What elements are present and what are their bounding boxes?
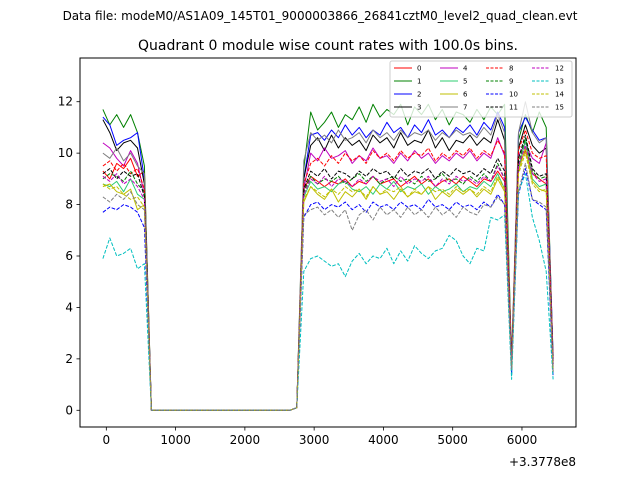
legend-label-5: 5 <box>463 78 467 86</box>
legend-label-3: 3 <box>417 104 421 112</box>
y-tick-label: 0 <box>65 403 73 417</box>
x-tick-label: 0 <box>103 433 111 447</box>
x-tick-label: 3000 <box>299 433 330 447</box>
x-tick-label: 5000 <box>437 433 468 447</box>
legend-label-13: 13 <box>555 78 564 86</box>
legend-label-4: 4 <box>463 65 468 73</box>
legend-label-14: 14 <box>555 91 564 99</box>
x-tick-label: 1000 <box>160 433 191 447</box>
legend-label-12: 12 <box>555 65 564 73</box>
x-tick-label: 2000 <box>230 433 261 447</box>
y-axis: 0 2 4 6 8 10 12 <box>58 95 80 417</box>
legend-label-0: 0 <box>417 65 421 73</box>
y-tick-label: 8 <box>65 198 73 212</box>
series-line-15 <box>102 162 554 411</box>
series-layer <box>102 101 554 411</box>
series-line-8 <box>102 129 554 411</box>
legend-label-10: 10 <box>509 91 518 99</box>
axes-frame <box>79 57 577 428</box>
legend-label-1: 1 <box>417 78 421 86</box>
y-tick-label: 6 <box>65 249 73 263</box>
y-tick-label: 4 <box>65 300 73 314</box>
y-tick-label: 12 <box>58 95 73 109</box>
legend-label-9: 9 <box>509 78 513 86</box>
x-tick-label: 6000 <box>507 433 538 447</box>
legend-label-7: 7 <box>463 104 467 112</box>
legend-label-6: 6 <box>463 91 468 99</box>
legend-frame <box>389 60 573 118</box>
plot-area <box>79 57 577 428</box>
legend-label-11: 11 <box>509 104 518 112</box>
y-tick-label: 2 <box>65 352 73 366</box>
legend-label-8: 8 <box>509 65 513 73</box>
x-offset-label: +3.3778e8 <box>509 455 576 469</box>
legend-label-15: 15 <box>555 104 564 112</box>
chart-title: Quadrant 0 module wise count rates with … <box>138 38 518 54</box>
y-tick-label: 10 <box>58 146 73 160</box>
legend-label-2: 2 <box>417 91 421 99</box>
series-line-11 <box>102 134 554 411</box>
x-axis: 0 1000 2000 3000 4000 5000 6000 <box>103 427 538 447</box>
x-tick-label: 4000 <box>368 433 399 447</box>
figure-suptitle: Data file: modeM0/AS1A09_145T01_90000038… <box>63 9 578 23</box>
